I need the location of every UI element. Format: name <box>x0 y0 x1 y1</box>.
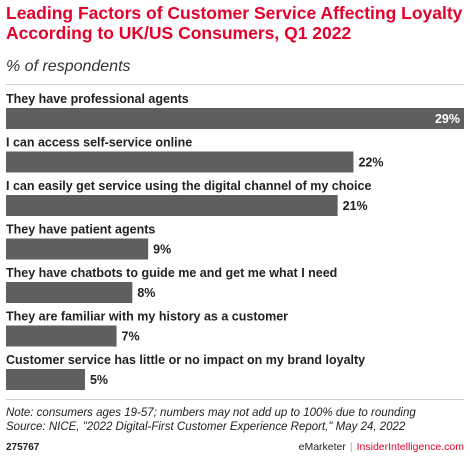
brand-emarketer: eMarketer <box>298 441 346 453</box>
category-label: They have chatbots to guide me and get m… <box>6 266 337 280</box>
value-label: 7% <box>122 330 140 344</box>
bar <box>6 195 338 216</box>
value-label: 5% <box>90 373 108 387</box>
category-label: I can access self-service online <box>6 136 192 150</box>
chart-title: Leading Factors of Customer Service Affe… <box>6 3 463 43</box>
value-label: 8% <box>137 286 155 300</box>
footnote-source: Source: NICE, "2022 Digital-First Custom… <box>6 421 406 433</box>
bottom-divider <box>6 399 464 400</box>
bar <box>6 151 354 173</box>
bar <box>6 108 464 129</box>
brand-separator: | <box>349 441 353 453</box>
value-label: 29% <box>435 112 460 126</box>
bar <box>6 238 149 260</box>
bar-chart: They have professional agents 29% I can ac… <box>6 92 464 390</box>
footnote: Note: consumers ages 19-57; numbers may … <box>6 406 416 434</box>
top-divider <box>6 84 464 85</box>
brand-line: eMarketer | InsiderIntelligence.com <box>299 441 464 453</box>
value-label: 21% <box>343 199 368 213</box>
chart-id: 275767 <box>6 442 40 453</box>
category-label: They have patient agents <box>6 223 155 237</box>
category-label: Customer service has little or no impact… <box>6 353 365 367</box>
bar <box>6 369 85 390</box>
category-label: I can easily get service using the digit… <box>6 179 371 193</box>
value-label: 9% <box>153 243 171 257</box>
brand-insider-intelligence: InsiderIntelligence.com <box>356 441 464 453</box>
bar <box>6 282 133 303</box>
bar <box>6 325 117 347</box>
chart-subtitle: % of respondents <box>6 58 131 75</box>
value-label: 22% <box>358 156 383 170</box>
category-label: They are familiar with my history as a c… <box>6 310 288 324</box>
category-label: They have professional agents <box>6 92 189 106</box>
footnote-note: Note: consumers ages 19-57; numbers may … <box>6 407 416 419</box>
